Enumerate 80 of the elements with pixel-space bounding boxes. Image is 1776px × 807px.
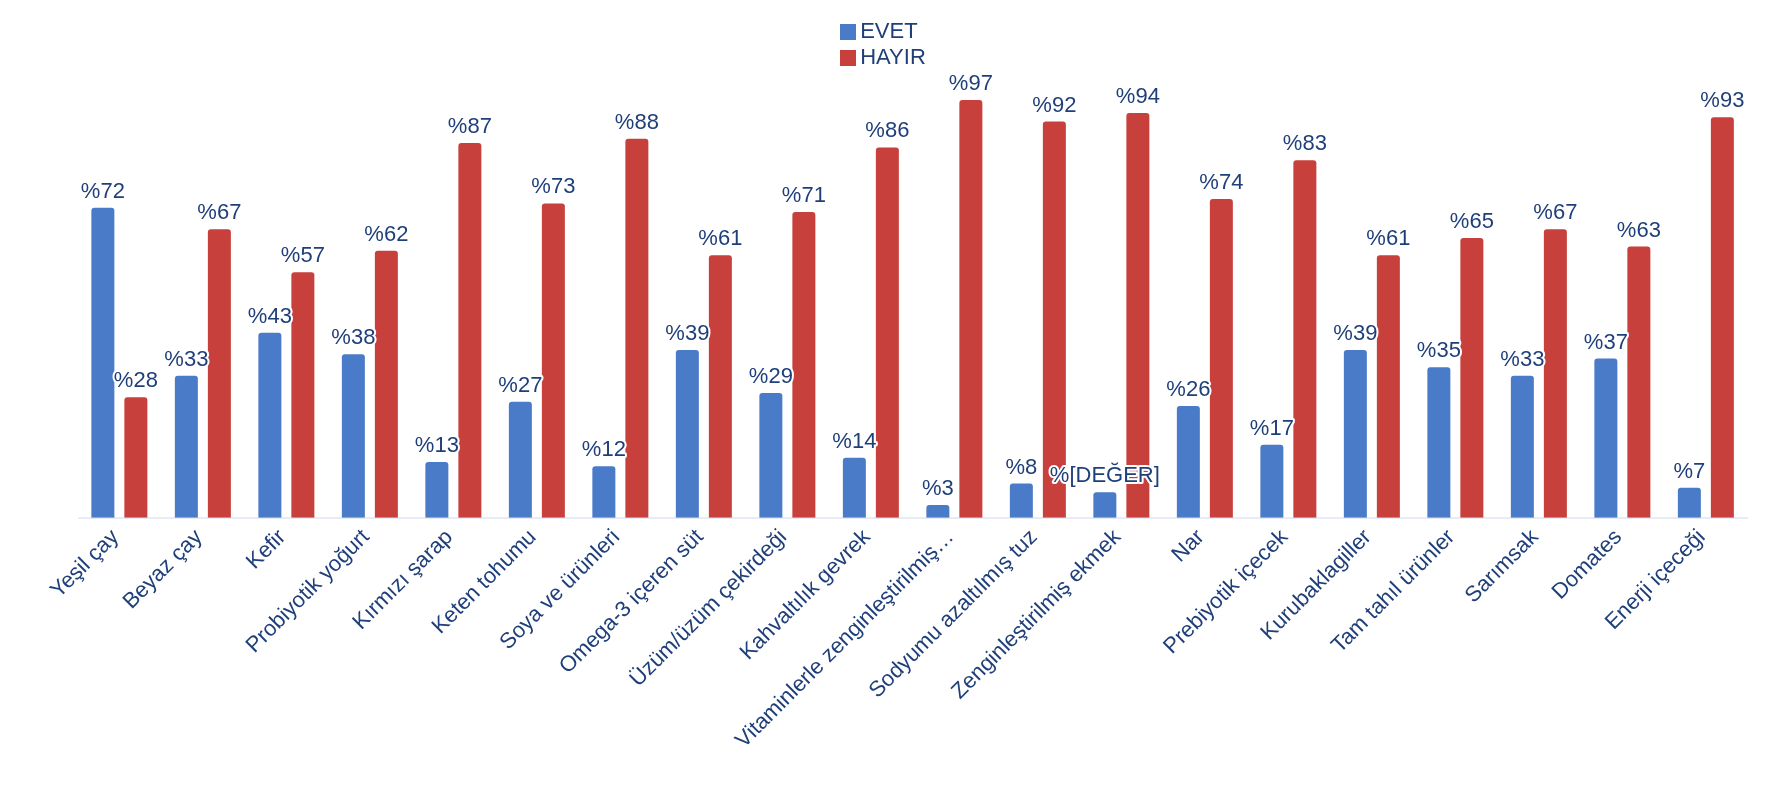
data-label: %37	[1583, 328, 1628, 354]
bar	[1710, 117, 1734, 518]
bar	[1009, 483, 1033, 518]
bar	[1594, 358, 1618, 518]
data-label: %63	[1616, 216, 1661, 242]
bar	[959, 100, 983, 518]
data-label: %61	[1366, 225, 1411, 251]
bar	[625, 138, 649, 518]
data-label: %93	[1700, 87, 1745, 113]
data-label: %73	[531, 173, 576, 199]
bar	[1543, 229, 1567, 518]
data-label: %26	[1166, 375, 1211, 401]
bar	[592, 466, 616, 518]
data-label: %17	[1249, 414, 1294, 440]
data-label: %57	[280, 242, 325, 268]
bar	[91, 207, 115, 518]
data-label: %3	[921, 475, 954, 501]
bar	[1343, 349, 1367, 518]
bar	[124, 397, 148, 518]
bar	[1627, 246, 1651, 518]
bar	[875, 147, 899, 518]
bar	[174, 375, 198, 518]
data-label: %39	[665, 319, 710, 345]
data-label: %33	[1500, 345, 1545, 371]
legend-label: HAYIR	[860, 44, 926, 69]
data-label: %14	[832, 427, 877, 453]
bar	[425, 461, 449, 518]
bar	[458, 143, 482, 518]
bar	[541, 203, 565, 518]
bar	[792, 212, 816, 518]
data-label: %28	[113, 367, 158, 393]
data-label: %27	[498, 371, 543, 397]
bar	[926, 505, 950, 518]
bar	[207, 229, 231, 518]
data-label: %67	[197, 199, 242, 225]
data-label: %35	[1416, 337, 1461, 363]
data-label: %39	[1333, 319, 1378, 345]
data-label: %97	[948, 70, 993, 95]
bar	[675, 349, 699, 518]
bar	[258, 332, 282, 518]
bar	[1093, 492, 1117, 518]
data-label: %43	[247, 302, 292, 328]
data-label: %61	[698, 225, 743, 251]
data-label: %8	[1005, 453, 1038, 479]
data-label: %72	[80, 177, 125, 203]
bar	[1427, 367, 1451, 518]
bar	[759, 393, 783, 518]
bar	[374, 250, 398, 518]
data-label: %74	[1199, 169, 1244, 195]
bar	[1677, 487, 1701, 518]
data-label: %12	[581, 436, 626, 462]
data-label: %7	[1673, 457, 1706, 483]
bar	[341, 354, 365, 518]
data-label: %33	[164, 345, 209, 371]
data-label: %29	[748, 363, 793, 389]
bar	[1209, 199, 1233, 518]
data-label: %65	[1449, 207, 1494, 233]
data-label: %88	[614, 108, 659, 134]
bar	[1176, 405, 1200, 518]
bar	[1460, 237, 1484, 518]
bar	[508, 401, 532, 518]
data-label: %87	[447, 113, 492, 139]
bar	[1376, 255, 1400, 518]
bar	[708, 255, 732, 518]
bar	[1293, 160, 1317, 518]
bar	[842, 457, 866, 518]
data-label: %67	[1533, 199, 1578, 225]
data-label: %71	[781, 182, 826, 208]
data-label: %62	[364, 220, 409, 246]
bar	[1510, 375, 1534, 518]
data-label: %94	[1115, 82, 1160, 108]
data-label: %13	[414, 431, 459, 457]
data-label: %83	[1282, 130, 1327, 156]
bar	[291, 272, 315, 518]
bar	[1260, 444, 1284, 518]
x-tick-label: Nar	[1166, 523, 1209, 567]
data-label: %86	[865, 117, 910, 143]
data-label: %92	[1032, 91, 1077, 117]
legend-label: EVET	[860, 18, 918, 43]
data-label: %38	[331, 324, 376, 350]
